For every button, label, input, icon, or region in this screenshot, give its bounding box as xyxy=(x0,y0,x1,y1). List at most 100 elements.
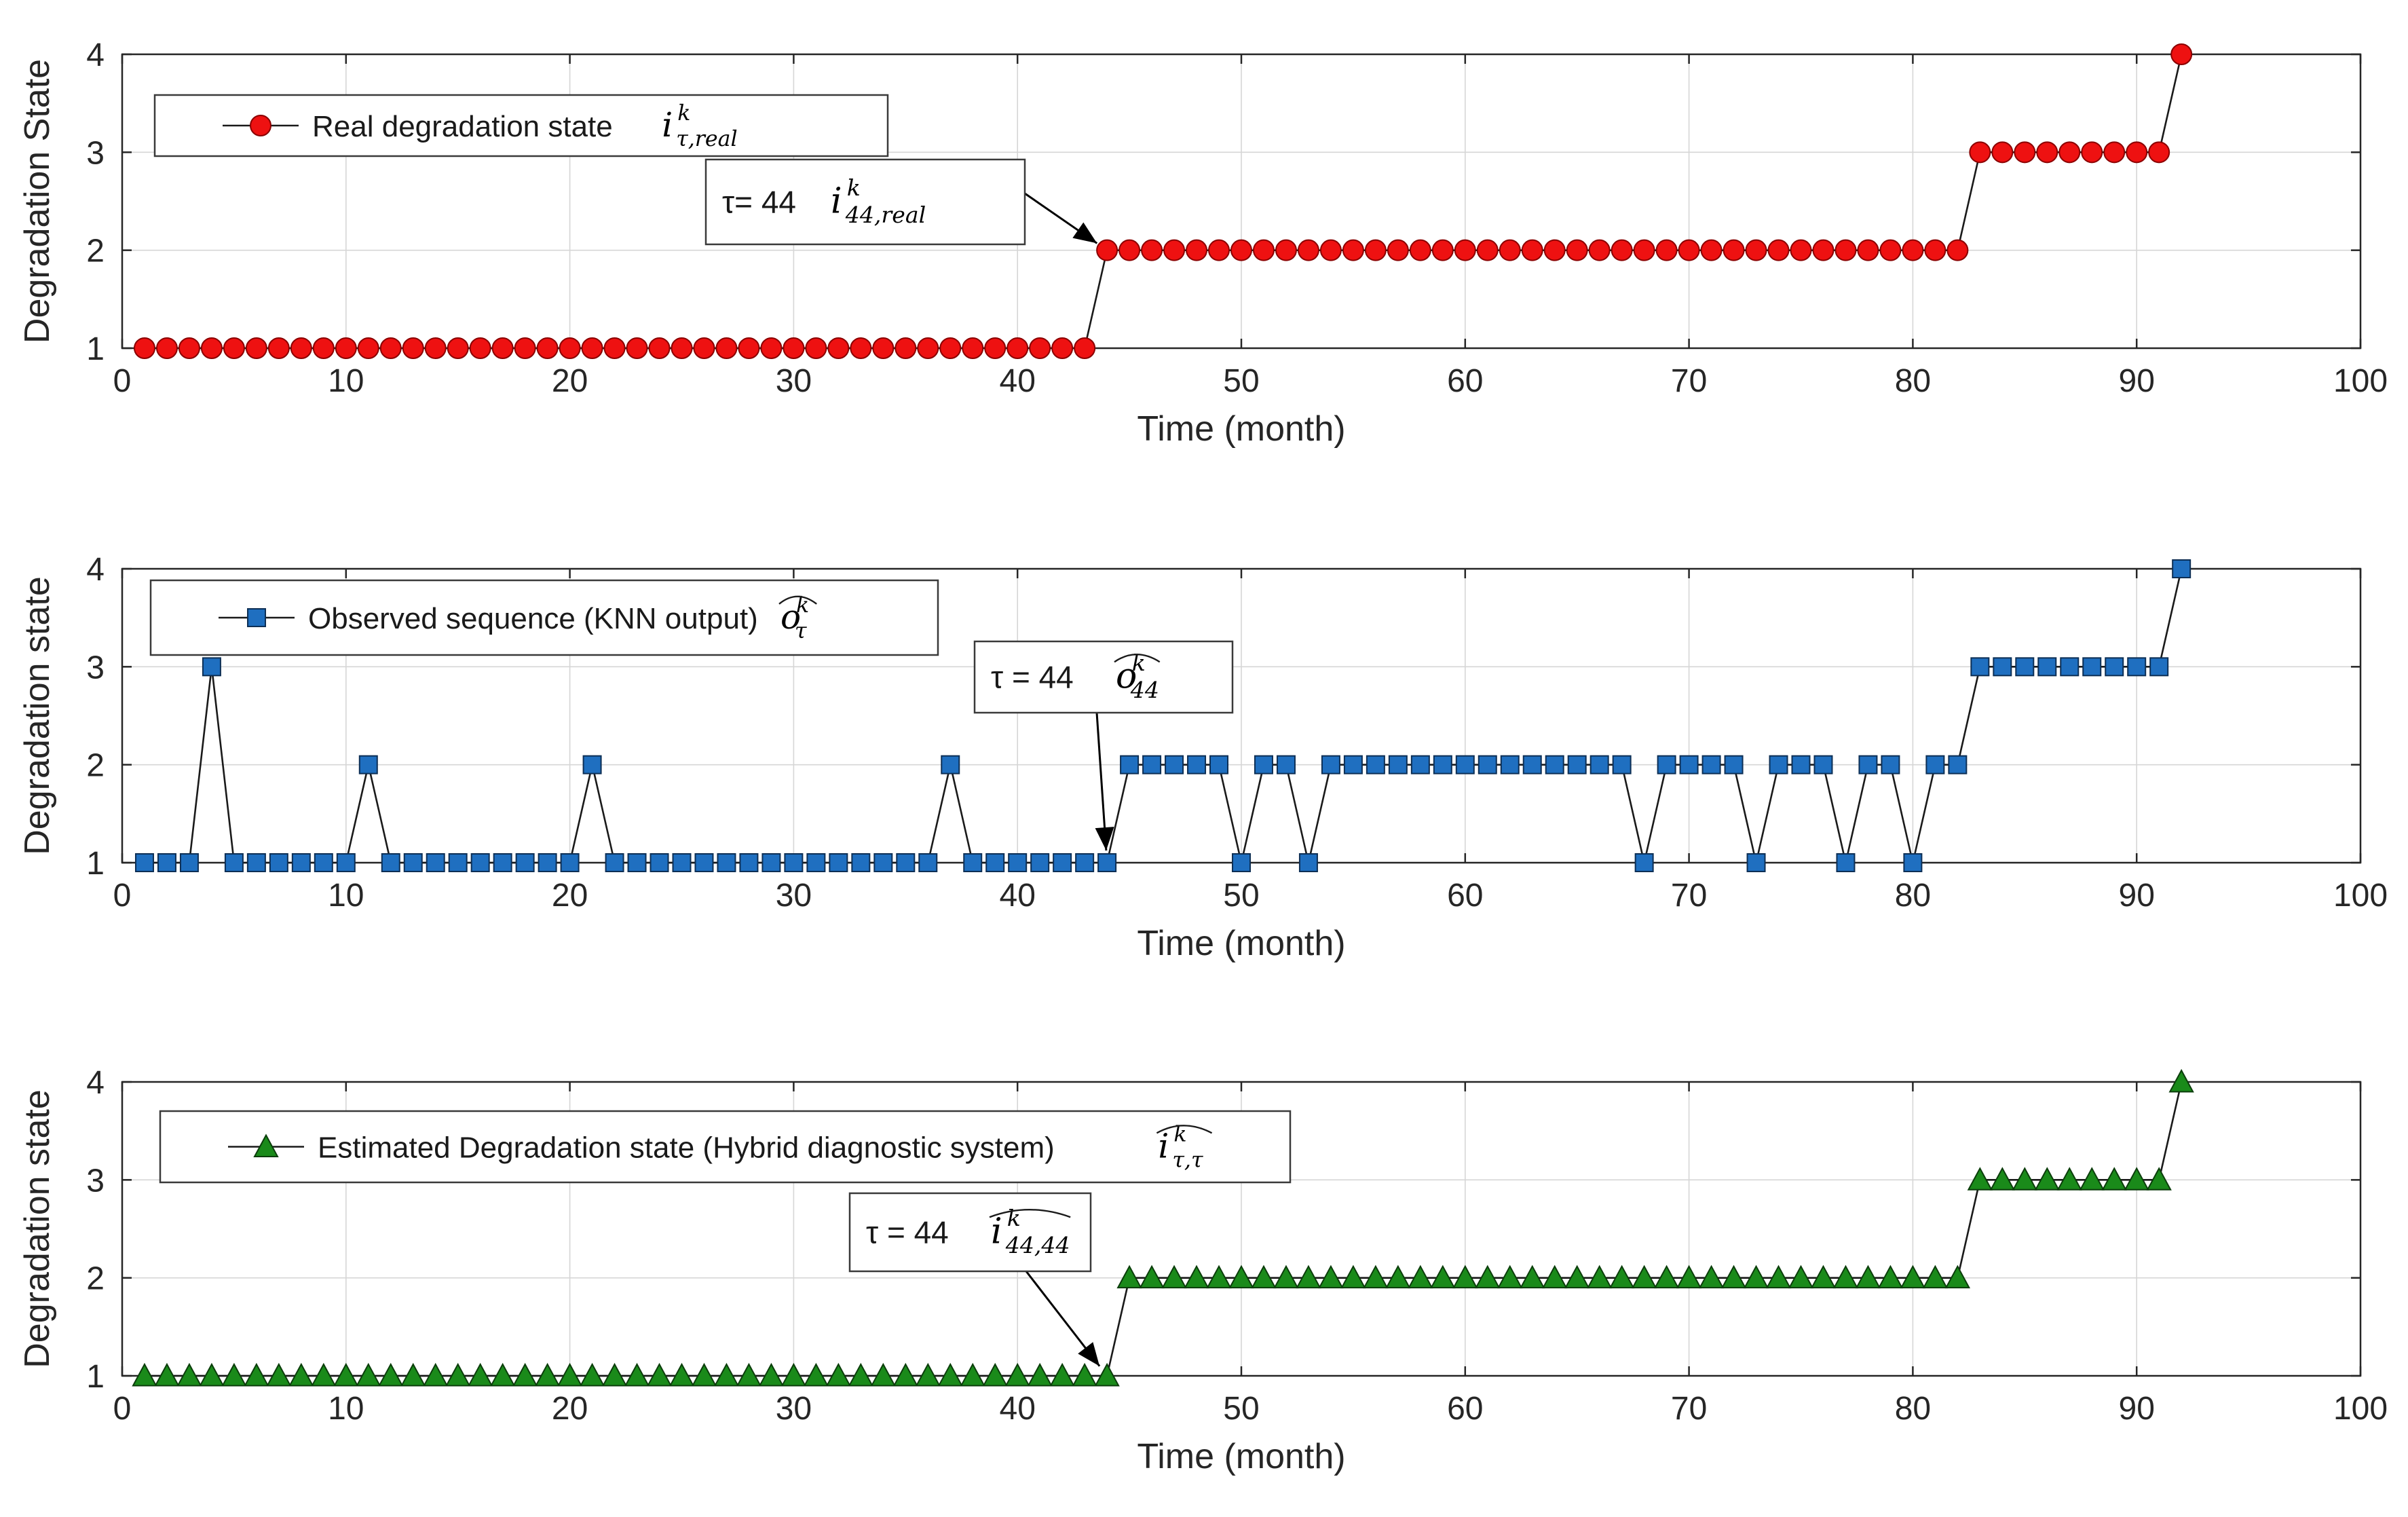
data-point-23 xyxy=(627,853,647,872)
data-point-42 xyxy=(1053,853,1072,872)
data-point-23 xyxy=(624,1362,650,1387)
data-point-22 xyxy=(605,853,624,872)
data-point-1 xyxy=(134,853,154,872)
data-point-5 xyxy=(224,853,244,872)
data-point-60 xyxy=(1454,239,1476,261)
data-point-21 xyxy=(582,755,602,774)
data-point-4 xyxy=(202,657,221,677)
data-point-56 xyxy=(1366,755,1385,774)
data-point-82 xyxy=(1944,1265,1971,1289)
data-point-29 xyxy=(760,337,783,359)
x-tick-label: 10 xyxy=(328,363,364,399)
data-point-42 xyxy=(1051,337,1074,359)
data-point-36 xyxy=(915,1362,941,1387)
data-point-87 xyxy=(2060,657,2080,677)
data-point-18 xyxy=(515,853,535,872)
data-point-57 xyxy=(1385,1265,1411,1289)
data-point-24 xyxy=(650,853,669,872)
data-point-80 xyxy=(1903,853,1923,872)
x-axis-title: Time (month) xyxy=(1137,924,1345,963)
data-point-83 xyxy=(1969,141,1991,164)
data-point-80 xyxy=(1900,1265,1926,1289)
data-point-74 xyxy=(1767,239,1790,261)
y-tick-label: 1 xyxy=(86,1359,105,1395)
data-point-90 xyxy=(2124,1167,2149,1191)
data-point-39 xyxy=(984,337,1007,359)
y-tick-label: 3 xyxy=(86,1163,105,1199)
data-point-32 xyxy=(827,337,850,359)
y-tick-label: 2 xyxy=(86,748,105,784)
data-point-64 xyxy=(1543,239,1566,261)
data-point-74 xyxy=(1765,1265,1792,1289)
data-point-39 xyxy=(982,1362,1008,1387)
data-point-35 xyxy=(892,1362,918,1387)
data-point-54 xyxy=(1319,239,1342,261)
data-point-28 xyxy=(736,1362,762,1387)
annotation-math: i k44,44 xyxy=(989,1205,1071,1258)
data-point-30 xyxy=(780,1362,807,1387)
data-point-43 xyxy=(1074,337,1096,359)
data-point-54 xyxy=(1321,755,1340,774)
data-point-2 xyxy=(157,853,176,872)
data-point-51 xyxy=(1252,239,1275,261)
data-point-24 xyxy=(646,1362,673,1387)
data-point-29 xyxy=(758,1362,785,1387)
data-point-25 xyxy=(672,853,692,872)
x-tick-label: 20 xyxy=(552,878,588,914)
x-tick-label: 20 xyxy=(552,1391,588,1427)
data-point-33 xyxy=(851,853,871,872)
data-point-3 xyxy=(176,1362,202,1387)
data-point-82 xyxy=(1946,239,1969,261)
data-point-6 xyxy=(244,1362,269,1387)
x-tick-label: 10 xyxy=(328,878,364,914)
annotation-math: i k44,real xyxy=(831,174,926,228)
data-point-25 xyxy=(669,1362,695,1387)
data-point-91 xyxy=(2146,1167,2172,1191)
data-point-73 xyxy=(1743,1265,1769,1289)
x-tick-label: 80 xyxy=(1895,878,1931,914)
x-tick-label: 70 xyxy=(1671,363,1707,399)
data-point-18 xyxy=(512,1362,538,1387)
annotation-math-sub: 44,real xyxy=(845,202,926,228)
data-point-75 xyxy=(1788,1265,1814,1289)
legend-math: okτ xyxy=(778,593,817,643)
data-point-38 xyxy=(962,337,984,359)
data-point-46 xyxy=(1139,1265,1165,1289)
x-axis-title: Time (month) xyxy=(1137,1437,1345,1476)
data-point-58 xyxy=(1410,755,1430,774)
data-point-52 xyxy=(1276,755,1296,774)
data-point-70 xyxy=(1678,239,1700,261)
data-point-76 xyxy=(1813,755,1833,774)
data-point-43 xyxy=(1072,1362,1097,1387)
data-point-19 xyxy=(536,337,559,359)
data-point-legend xyxy=(253,1134,279,1157)
data-point-16 xyxy=(468,1362,493,1387)
data-point-50 xyxy=(1232,853,1251,872)
data-point-81 xyxy=(1925,755,1945,774)
data-point-56 xyxy=(1363,1265,1389,1289)
data-point-47 xyxy=(1163,239,1186,261)
data-point-34 xyxy=(873,853,893,872)
x-tick-label: 30 xyxy=(776,878,812,914)
data-point-9 xyxy=(311,1362,337,1387)
legend-label: Real degradation state xyxy=(312,110,613,143)
legend-math-symbol: i xyxy=(1158,1127,1169,1166)
chart-panel-3: 0 10 20 30 40 50 60 70 80 90 100 1 2 3 4 Time (month) De… xyxy=(18,1065,2388,1476)
data-point-87 xyxy=(2056,1167,2082,1191)
annotation-box xyxy=(704,158,1026,246)
data-point-23 xyxy=(626,337,648,359)
annotation-math-sub: 44,44 xyxy=(1005,1232,1070,1258)
data-point-65 xyxy=(1564,1265,1590,1289)
data-point-88 xyxy=(2079,1167,2105,1191)
data-point-92 xyxy=(2168,1068,2194,1093)
data-point-14 xyxy=(423,1362,449,1387)
data-point-3 xyxy=(179,853,199,872)
x-tick-label: 30 xyxy=(776,1391,812,1427)
data-point-27 xyxy=(715,337,738,359)
data-point-66 xyxy=(1589,755,1609,774)
data-point-31 xyxy=(803,1362,829,1387)
x-tick-label: 70 xyxy=(1671,1391,1707,1427)
data-point-legend xyxy=(247,608,266,627)
data-point-59 xyxy=(1431,239,1454,261)
